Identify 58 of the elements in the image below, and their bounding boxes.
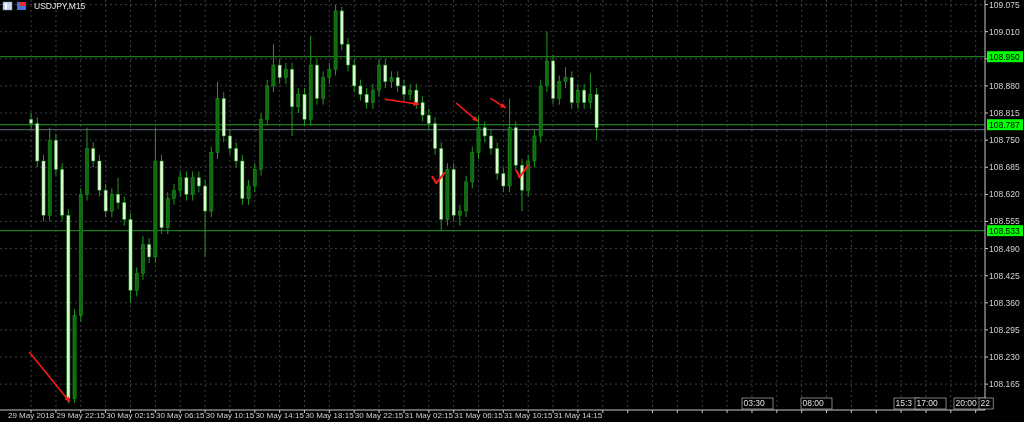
x-tick-label: 29 May 2018 — [7, 411, 55, 420]
y-tick-label: 108.165 — [989, 379, 1020, 390]
annotation: 15:3 — [895, 398, 913, 409]
x-tick-label: 30 May 14:15 — [255, 411, 305, 420]
x-tick-label: 31 May 06:15 — [454, 411, 504, 420]
y-tick-label: 108.880 — [989, 80, 1020, 91]
candlestick — [91, 141, 96, 168]
candlestick — [284, 62, 288, 85]
x-tick-label: 30 May 22:15 — [354, 411, 404, 420]
candlestick — [234, 141, 238, 168]
candlestick — [178, 170, 183, 197]
ref-line-label: 108.787 — [989, 119, 1020, 130]
y-tick-label: 108.295 — [989, 324, 1020, 335]
candlestick — [252, 162, 257, 193]
x-tick-label: 30 May 10:15 — [205, 411, 255, 420]
x-tick-label: 30 May 06:15 — [155, 411, 206, 420]
annotation: 17:00 — [916, 398, 939, 409]
y-tick-label: 109.075 — [989, 0, 1020, 10]
y-tick-label: 108.360 — [989, 297, 1020, 308]
ref-line-label: 108.950 — [989, 51, 1020, 62]
candlestick — [458, 204, 462, 227]
candlestick — [116, 177, 120, 210]
y-tick-label: 109.010 — [989, 26, 1020, 37]
candlestick — [489, 129, 493, 156]
y-tick-label: 108.425 — [989, 270, 1020, 281]
y-tick-label: 108.490 — [989, 243, 1020, 254]
candlestick — [426, 108, 431, 131]
candlestick — [197, 170, 201, 193]
y-tick-label: 108.555 — [989, 216, 1020, 227]
y-tick-label: 108.230 — [989, 352, 1020, 362]
candlestick — [576, 83, 580, 110]
chart-title: USDJPY,M15 — [34, 1, 86, 12]
x-tick-label: 30 May 02:15 — [106, 411, 156, 420]
candlestick — [346, 37, 350, 72]
ref-line-label: 108.533 — [989, 225, 1020, 236]
candlestick — [352, 58, 357, 93]
annotation: 03:30 — [743, 398, 766, 409]
y-tick-label: 108.685 — [989, 162, 1020, 173]
y-tick-label: 108.815 — [989, 108, 1020, 119]
candlestick — [110, 187, 114, 218]
x-tick-label: 29 May 22:15 — [56, 411, 106, 420]
candlestick — [147, 237, 151, 264]
x-tick-label: 30 May 18:15 — [305, 411, 355, 420]
annotation: 22 — [980, 398, 991, 409]
x-tick-label: 31 May 14:15 — [553, 411, 603, 420]
annotation: 08:00 — [802, 398, 825, 409]
x-tick-label: 31 May 10:15 — [503, 411, 554, 420]
candlestick — [402, 79, 406, 102]
candlestick — [228, 129, 232, 156]
y-tick-label: 108.620 — [989, 189, 1020, 200]
candlestick — [29, 112, 33, 131]
candlestick — [371, 83, 375, 110]
candlestick — [321, 70, 326, 106]
candlestick — [582, 83, 587, 110]
y-tick-label: 108.750 — [989, 135, 1020, 146]
x-tick-label: 31 May 02:15 — [404, 411, 454, 420]
candlestick — [172, 183, 176, 206]
annotation: 20:00 — [955, 398, 978, 409]
